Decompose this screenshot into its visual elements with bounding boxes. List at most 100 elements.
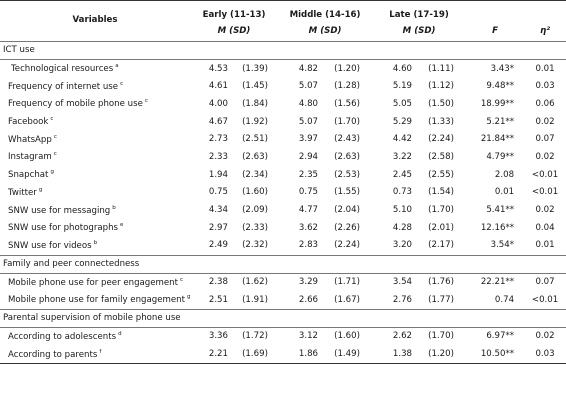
- header-spacer: [466, 1, 524, 22]
- header-spacer: [524, 1, 566, 22]
- table-row: Mobile phone use for family engagement g 2…: [0, 291, 566, 309]
- section-title: ICT use: [3, 45, 35, 56]
- f-value: 2.08: [494, 169, 515, 180]
- table-row: WhatsApp c 2.73 (2.51) 3.97 (2.43) 4.42 (2.24) 2…: [0, 131, 566, 149]
- sd-early: (1.91): [242, 294, 268, 305]
- sd-early: (1.72): [242, 331, 268, 342]
- section-title: Family and peer connectedness: [3, 258, 140, 269]
- sd-late: (1.50): [428, 98, 454, 109]
- mean-early: 2.51: [208, 294, 228, 305]
- table-row: Mobile phone use for peer engagement c 2.3…: [0, 273, 566, 291]
- mean-early: 2.38: [208, 277, 228, 288]
- eta-value: 0.02: [535, 205, 555, 216]
- row-label: Technological resources a: [0, 60, 190, 78]
- table-row: Snapchat g 1.94 (2.34) 2.35 (2.53) 2.45 (2.55) 2…: [0, 166, 566, 184]
- table-row: SNW use for messaging b 4.34 (2.09) 4.77 (2.0…: [0, 202, 566, 220]
- table-body: ICT use Technological resources a 4.53 (1.39…: [0, 41, 566, 364]
- sd-middle: (1.55): [334, 187, 360, 198]
- sd-early: (1.84): [242, 98, 268, 109]
- row-label-text: Frequency of mobile phone use: [8, 99, 143, 110]
- mean-middle: 2.35: [298, 169, 319, 180]
- mean-middle: 3.97: [298, 134, 319, 145]
- mean-late: 5.05: [392, 98, 413, 109]
- table-row: Technological resources a 4.53 (1.39) 4.82 (1…: [0, 60, 566, 78]
- f-value: 3.54*: [490, 240, 515, 251]
- section-header-row: ICT use: [0, 41, 566, 60]
- f-value: 18.99**: [480, 98, 515, 109]
- table-row: Instagram c 2.33 (2.63) 2.94 (2.63) 3.22 (2.58)…: [0, 148, 566, 166]
- f-value: 12.16**: [480, 222, 515, 233]
- table-row: Facebook c 4.67 (1.92) 5.07 (1.70) 5.29 (1.33) 5…: [0, 113, 566, 131]
- mean-middle: 4.80: [298, 98, 319, 109]
- eta-value: 0.02: [535, 116, 555, 127]
- eta-value: <0.01: [531, 294, 559, 305]
- section-header-row: Parental supervision of mobile phone use: [0, 309, 566, 328]
- mean-middle: 3.62: [298, 222, 319, 233]
- row-label: Mobile phone use for family engagement g: [0, 291, 190, 309]
- sd-late: (1.20): [428, 349, 454, 360]
- row-label-text: Mobile phone use for family engagement: [8, 295, 185, 306]
- eta-value: 0.07: [535, 277, 555, 288]
- row-label: According to adolescents d: [0, 327, 190, 345]
- mean-late: 5.10: [392, 205, 413, 216]
- row-label-text: Snapchat: [8, 170, 49, 181]
- mean-early: 4.34: [208, 205, 228, 216]
- sd-early: (2.32): [242, 240, 268, 251]
- sd-late: (1.33): [428, 116, 454, 127]
- sd-late: (1.70): [428, 205, 454, 216]
- msd-header-middle: M (SD): [308, 25, 342, 36]
- row-label-text: Facebook: [8, 117, 49, 128]
- sd-middle: (1.28): [334, 81, 360, 92]
- sd-early: (2.63): [242, 151, 268, 162]
- table-row: SNW use for videos b 2.49 (2.32) 2.83 (2.24) 3…: [0, 237, 566, 255]
- row-label: WhatsApp c: [0, 131, 190, 149]
- row-label: Instagram c: [0, 148, 190, 166]
- sd-middle: (2.04): [334, 205, 360, 216]
- row-label-text: SNW use for photographs: [8, 223, 119, 234]
- row-label: Frequency of mobile phone use c: [0, 95, 190, 113]
- sd-early: (1.45): [242, 81, 268, 92]
- mean-early: 0.75: [208, 187, 228, 198]
- sd-early: (2.34): [242, 169, 268, 180]
- footnote-marker: c: [53, 151, 57, 158]
- mean-middle: 4.82: [298, 63, 319, 74]
- mean-late: 4.28: [392, 222, 413, 233]
- footnote-marker: g: [50, 169, 54, 176]
- row-label: Snapchat g: [0, 166, 190, 184]
- row-label: According to parents f: [0, 346, 190, 364]
- footnote-marker: c: [53, 133, 57, 140]
- f-value: 21.84**: [480, 134, 515, 145]
- sd-late: (1.54): [428, 187, 454, 198]
- mean-early: 2.21: [208, 349, 228, 360]
- eta-value: 0.03: [535, 349, 555, 360]
- table-row: Frequency of mobile phone use c 4.00 (1.84)…: [0, 95, 566, 113]
- mean-early: 1.94: [208, 169, 228, 180]
- mean-late: 2.62: [392, 331, 413, 342]
- f-value: 22.21**: [480, 277, 515, 288]
- sd-middle: (2.63): [334, 151, 360, 162]
- results-table: Variables Early (11-13) Middle (14-16) L…: [0, 0, 566, 364]
- eta-header: η²: [540, 25, 550, 36]
- eta-value: 0.01: [535, 240, 555, 251]
- table-row: Twitter g 0.75 (1.60) 0.75 (1.55) 0.73 (1.54) 0.…: [0, 184, 566, 202]
- mean-late: 3.54: [392, 277, 413, 288]
- sd-early: (2.09): [242, 205, 268, 216]
- eta-value: 0.02: [535, 331, 555, 342]
- footnote-marker: a: [115, 63, 119, 70]
- mean-early: 3.36: [208, 331, 228, 342]
- sd-early: (1.60): [242, 187, 268, 198]
- row-label: SNW use for videos b: [0, 237, 190, 255]
- f-value: 9.48**: [486, 81, 515, 92]
- row-label: SNW use for messaging b: [0, 202, 190, 220]
- sd-middle: (1.70): [334, 116, 360, 127]
- footnote-marker: c: [180, 276, 184, 283]
- mean-early: 2.97: [208, 222, 228, 233]
- table-row: According to adolescents d 3.36 (1.72) 3.12 (…: [0, 327, 566, 345]
- row-label-text: Twitter: [8, 187, 37, 198]
- sd-middle: (1.67): [334, 294, 360, 305]
- mean-middle: 1.86: [298, 349, 319, 360]
- msd-header-early: M (SD): [217, 25, 251, 36]
- header-row-stats: M (SD) M (SD) M (SD) F η²: [0, 21, 566, 42]
- footnote-marker: g: [38, 186, 43, 193]
- sd-middle: (1.49): [334, 349, 360, 360]
